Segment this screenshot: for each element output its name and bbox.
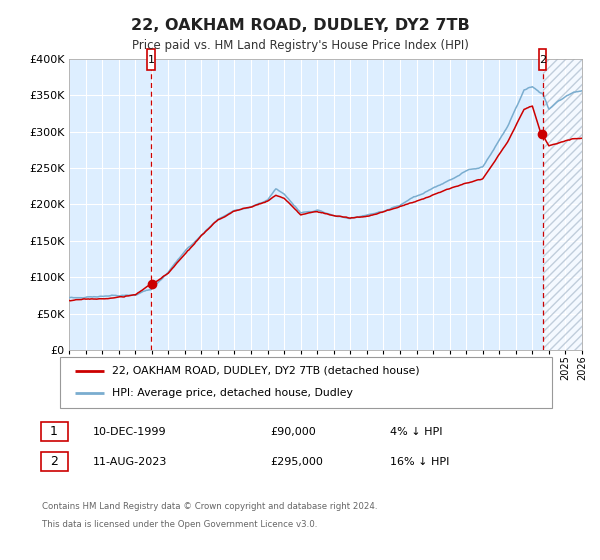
Text: 2: 2 — [50, 455, 58, 468]
Text: Price paid vs. HM Land Registry's House Price Index (HPI): Price paid vs. HM Land Registry's House … — [131, 39, 469, 53]
Text: 1: 1 — [50, 425, 58, 438]
Text: HPI: Average price, detached house, Dudley: HPI: Average price, detached house, Dudl… — [112, 389, 353, 398]
Text: 22, OAKHAM ROAD, DUDLEY, DY2 7TB (detached house): 22, OAKHAM ROAD, DUDLEY, DY2 7TB (detach… — [112, 366, 419, 376]
Text: 11-AUG-2023: 11-AUG-2023 — [93, 457, 167, 467]
Text: £90,000: £90,000 — [270, 427, 316, 437]
Text: 4% ↓ HPI: 4% ↓ HPI — [390, 427, 443, 437]
Text: 22, OAKHAM ROAD, DUDLEY, DY2 7TB: 22, OAKHAM ROAD, DUDLEY, DY2 7TB — [131, 18, 469, 32]
Text: 2: 2 — [539, 54, 546, 64]
Bar — [148, 49, 155, 69]
Text: 10-DEC-1999: 10-DEC-1999 — [93, 427, 167, 437]
Bar — [539, 49, 547, 69]
Text: Contains HM Land Registry data © Crown copyright and database right 2024.: Contains HM Land Registry data © Crown c… — [42, 502, 377, 511]
Text: This data is licensed under the Open Government Licence v3.0.: This data is licensed under the Open Gov… — [42, 520, 317, 529]
Text: 1: 1 — [148, 54, 155, 64]
Text: £295,000: £295,000 — [270, 457, 323, 467]
Text: 16% ↓ HPI: 16% ↓ HPI — [390, 457, 449, 467]
